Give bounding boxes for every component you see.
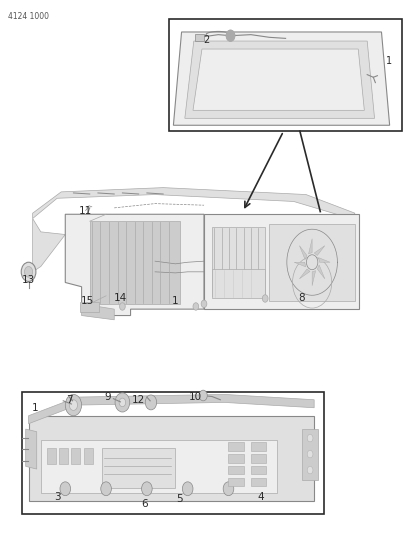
- Circle shape: [24, 266, 33, 277]
- Polygon shape: [294, 262, 306, 267]
- Polygon shape: [65, 214, 204, 316]
- Circle shape: [69, 400, 78, 410]
- Text: 6: 6: [142, 499, 148, 508]
- Circle shape: [120, 303, 125, 310]
- Polygon shape: [317, 265, 325, 279]
- Polygon shape: [82, 304, 114, 320]
- Polygon shape: [173, 32, 390, 125]
- Polygon shape: [299, 269, 310, 279]
- Circle shape: [199, 390, 207, 401]
- Bar: [228, 442, 244, 451]
- Circle shape: [307, 466, 313, 474]
- Polygon shape: [29, 394, 314, 424]
- Bar: [228, 478, 244, 486]
- Circle shape: [307, 434, 313, 442]
- Text: 7: 7: [66, 395, 73, 405]
- Circle shape: [182, 482, 193, 496]
- Bar: [84, 448, 93, 464]
- Circle shape: [226, 30, 235, 41]
- Circle shape: [307, 450, 313, 458]
- Text: 14: 14: [114, 294, 127, 303]
- Text: 3: 3: [54, 492, 60, 502]
- Bar: [80, 302, 99, 312]
- Polygon shape: [33, 219, 65, 272]
- Bar: [251, 454, 266, 463]
- Bar: [251, 478, 266, 486]
- Text: 11: 11: [79, 206, 92, 215]
- Circle shape: [201, 300, 207, 308]
- Polygon shape: [314, 246, 325, 255]
- Text: 1: 1: [31, 403, 38, 413]
- Polygon shape: [26, 429, 37, 469]
- Bar: [22, 392, 324, 514]
- Text: 12: 12: [132, 395, 145, 405]
- Bar: [47, 448, 56, 464]
- Bar: [71, 448, 80, 464]
- Circle shape: [119, 398, 126, 407]
- Circle shape: [223, 482, 234, 496]
- Bar: [251, 442, 266, 451]
- Text: 9: 9: [105, 392, 111, 402]
- Polygon shape: [299, 246, 307, 260]
- Polygon shape: [312, 271, 316, 286]
- Circle shape: [101, 482, 111, 496]
- Bar: [169, 19, 402, 131]
- Text: 4124 1000: 4124 1000: [8, 12, 49, 21]
- Polygon shape: [269, 224, 355, 301]
- Polygon shape: [204, 214, 359, 309]
- Polygon shape: [302, 429, 318, 480]
- Polygon shape: [33, 188, 355, 219]
- Circle shape: [142, 482, 152, 496]
- Circle shape: [306, 255, 318, 270]
- Circle shape: [193, 303, 199, 310]
- Bar: [212, 269, 265, 298]
- Text: 5: 5: [176, 495, 183, 504]
- Circle shape: [65, 394, 82, 416]
- Bar: [59, 448, 68, 464]
- Circle shape: [145, 395, 157, 410]
- Text: 10: 10: [189, 392, 202, 402]
- Polygon shape: [212, 227, 265, 296]
- Polygon shape: [185, 41, 375, 118]
- Text: 1: 1: [172, 296, 179, 306]
- Polygon shape: [90, 221, 180, 304]
- Bar: [102, 448, 175, 488]
- Polygon shape: [193, 49, 364, 110]
- Circle shape: [60, 482, 71, 496]
- Bar: [228, 466, 244, 474]
- Bar: [228, 454, 244, 463]
- Bar: [195, 34, 204, 41]
- Polygon shape: [308, 239, 312, 254]
- Circle shape: [262, 295, 268, 302]
- Text: 13: 13: [22, 275, 35, 285]
- Polygon shape: [29, 416, 314, 501]
- Circle shape: [226, 30, 235, 41]
- Text: 1: 1: [386, 56, 392, 66]
- Polygon shape: [41, 440, 277, 493]
- Circle shape: [21, 262, 36, 281]
- Text: 8: 8: [299, 294, 305, 303]
- Bar: [251, 466, 266, 474]
- Polygon shape: [319, 257, 330, 262]
- Circle shape: [115, 393, 130, 412]
- Text: 15: 15: [81, 296, 94, 306]
- Text: 4: 4: [258, 492, 264, 502]
- Text: 2: 2: [203, 35, 209, 45]
